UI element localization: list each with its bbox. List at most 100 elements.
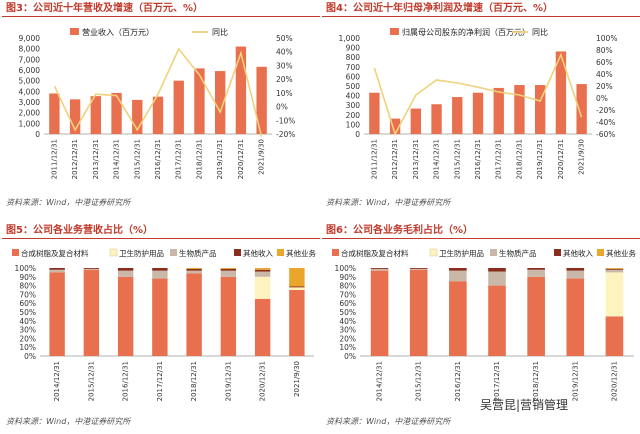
y-tick-label: 70% xyxy=(339,290,356,299)
y-tick-label: 800 xyxy=(346,53,361,62)
legend-label: 合成树脂及复合材料 xyxy=(341,248,409,258)
bar xyxy=(452,97,463,134)
stacked-bar-segment xyxy=(409,268,428,269)
legend-label: 生物质产品 xyxy=(499,248,537,258)
stacked-bar-segment xyxy=(566,270,585,279)
stacked-bar-segment xyxy=(49,268,65,270)
x-tick-label: 2016/12/31 xyxy=(474,139,482,179)
legend-label: 归属母公司股东的净利润（百万元） xyxy=(402,27,530,37)
y2-tick-label: -60% xyxy=(596,130,615,139)
y-tick-label: 50% xyxy=(339,308,356,317)
chart-title: 图5：公司各业务营收占比（%） xyxy=(2,224,320,239)
y-tick-label: 0% xyxy=(24,352,36,361)
legend-label: 其他业务 xyxy=(606,248,636,258)
chart-title: 图6：公司各业务毛利占比（%） xyxy=(322,224,640,239)
y-tick-label: 500 xyxy=(346,82,361,91)
legend-label: 营业收入（百万元） xyxy=(82,27,154,37)
legend-label: 卫生防护用品 xyxy=(119,248,164,258)
stacked-bar-segment xyxy=(83,269,100,356)
stacked-bar-segment xyxy=(186,270,202,274)
stacked-bar-segment xyxy=(409,268,428,270)
bar xyxy=(215,71,226,134)
bar xyxy=(256,66,267,134)
x-tick-label: 2020/12/31 xyxy=(259,361,267,401)
stacked-bar-segment xyxy=(254,271,271,277)
stacked-bar-segment xyxy=(220,268,237,271)
y2-tick-label: -10% xyxy=(276,116,295,125)
y2-tick-label: 40% xyxy=(596,70,613,79)
x-tick-label: 2013/12/31 xyxy=(92,139,100,179)
x-tick-label: 2015/12/31 xyxy=(87,361,95,401)
stacked-bar-segment xyxy=(152,278,168,356)
y2-tick-label: -20% xyxy=(596,106,615,115)
y-tick-label: 9,000 xyxy=(19,34,41,43)
stacked-bar-segment xyxy=(370,268,389,271)
stacked-bar-segment xyxy=(527,269,545,277)
y2-tick-label: 50% xyxy=(276,34,293,43)
legend-swatch xyxy=(554,249,561,256)
y-tick-label: 10% xyxy=(19,343,36,352)
stacked-bar-segment xyxy=(49,272,65,356)
stacked-bar-segment xyxy=(289,268,305,287)
watermark: 吴营昆|营销管理 xyxy=(480,398,569,412)
y2-tick-label: -20% xyxy=(276,130,295,139)
x-tick-label: 2017/12/31 xyxy=(156,361,164,401)
x-tick-label: 2018/12/31 xyxy=(195,139,203,179)
stacked-bar-segment xyxy=(186,268,202,271)
y2-tick-label: 0% xyxy=(596,94,608,103)
stacked-bar-segment xyxy=(186,268,202,269)
y-tick-label: 100% xyxy=(15,264,36,273)
legend-label: 其他收入 xyxy=(243,248,273,258)
y-tick-label: 4,000 xyxy=(19,87,41,96)
legend-label: 同比 xyxy=(212,27,228,37)
y2-tick-label: -40% xyxy=(596,118,615,127)
y-tick-label: 200 xyxy=(346,111,361,120)
y-tick-label: 40% xyxy=(339,317,356,326)
stacked-bar-segment xyxy=(289,286,305,288)
y-tick-label: 30% xyxy=(339,326,356,335)
legend-swatch xyxy=(12,249,19,256)
bar xyxy=(194,68,205,134)
legend-label: 其他收入 xyxy=(563,248,593,258)
legend-label: 同比 xyxy=(532,27,548,37)
stacked-bar-segment xyxy=(409,269,428,356)
y-tick-label: 0% xyxy=(344,352,356,361)
bar xyxy=(152,96,164,134)
y-tick-label: 2,000 xyxy=(19,109,41,118)
x-tick-label: 2020/12/31 xyxy=(237,139,245,179)
stacked-bar-segment xyxy=(527,268,545,270)
y2-tick-label: 20% xyxy=(596,82,613,91)
x-tick-label: 2011/12/31 xyxy=(50,139,58,179)
chart-title: 图3：公司近十年营收及增速（百万元、%） xyxy=(2,2,320,17)
y-tick-label: 80% xyxy=(339,282,356,291)
y-tick-label: 3,000 xyxy=(19,98,41,107)
stacked-bar-segment xyxy=(449,268,467,271)
bar xyxy=(576,84,587,134)
stacked-bar-segment xyxy=(605,272,624,317)
legend-label: 生物质产品 xyxy=(179,248,217,258)
y-tick-label: 5,000 xyxy=(19,77,41,86)
stacked-bar-segment xyxy=(370,270,389,356)
stacked-bar-segment xyxy=(49,269,65,273)
y-tick-label: 0 xyxy=(35,130,40,139)
bar xyxy=(235,46,247,134)
legend-swatch xyxy=(390,28,399,35)
stacked-bar-segment xyxy=(527,276,545,356)
bar xyxy=(369,92,380,134)
legend-swatch xyxy=(277,249,284,256)
y2-tick-label: 40% xyxy=(276,48,293,57)
y-tick-label: 100 xyxy=(346,120,361,129)
legend-swatch xyxy=(332,249,339,256)
y2-tick-label: 100% xyxy=(596,34,617,43)
y-tick-label: 20% xyxy=(19,334,36,343)
y-tick-label: 300 xyxy=(346,101,361,110)
stacked-bar-segment xyxy=(370,268,389,269)
bar xyxy=(132,99,143,134)
chart-source: 资料来源：Wind，中港证券研究所 xyxy=(6,198,131,207)
y2-tick-label: 60% xyxy=(596,58,613,67)
y-tick-label: 7,000 xyxy=(19,55,41,64)
x-tick-label: 2013/12/31 xyxy=(412,139,420,179)
stacked-bar-segment xyxy=(254,276,271,299)
bar xyxy=(472,92,484,134)
